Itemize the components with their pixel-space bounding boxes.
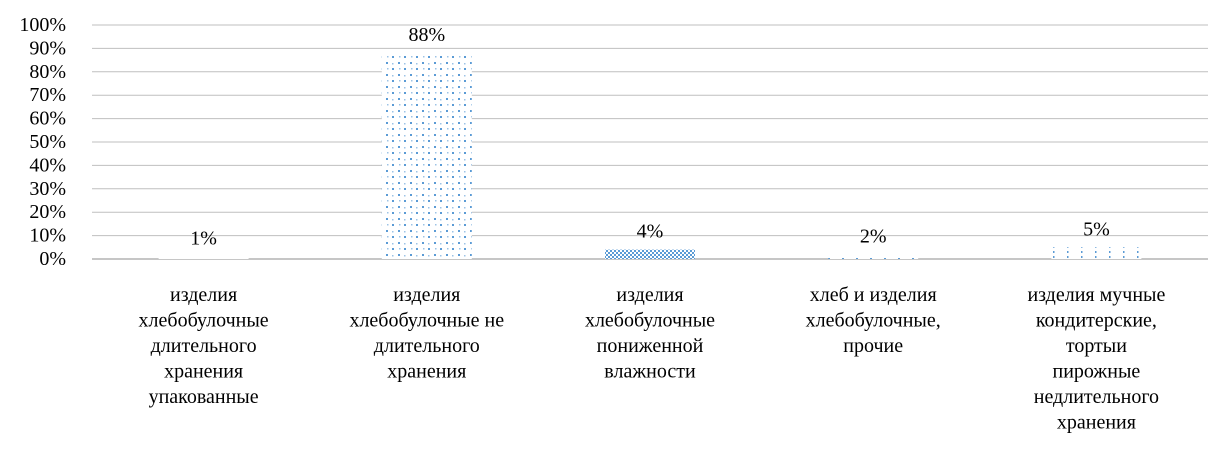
category-label: изделия хлебобулочные длительного хранения у… bbox=[139, 284, 269, 408]
y-tick-label: 20% bbox=[29, 201, 66, 223]
y-tick-label: 60% bbox=[29, 108, 66, 130]
y-tick-label: 10% bbox=[29, 225, 66, 247]
category-label: изделия хлебобулочные не длительного хранен… bbox=[349, 284, 504, 383]
bar bbox=[605, 249, 695, 259]
y-tick-label: 100% bbox=[19, 14, 66, 36]
category-label: изделия хлебобулочные пониженной влажности bbox=[585, 284, 715, 383]
data-label: 4% bbox=[637, 221, 664, 243]
bar bbox=[1051, 247, 1142, 259]
category-label: хлеб и изделия хлебобулочные, прочие bbox=[806, 284, 941, 357]
bar bbox=[381, 53, 472, 259]
y-tick-label: 70% bbox=[29, 84, 66, 106]
data-label: 2% bbox=[860, 225, 887, 247]
y-tick-label: 80% bbox=[29, 61, 66, 83]
y-tick-label: 30% bbox=[29, 178, 66, 200]
data-label: 5% bbox=[1083, 218, 1110, 240]
category-label: изделия мучные кондитерские, тортыи пирожны… bbox=[1027, 284, 1165, 434]
data-label: 88% bbox=[408, 24, 445, 46]
y-tick-label: 0% bbox=[39, 248, 66, 270]
y-tick-label: 40% bbox=[29, 154, 66, 176]
y-tick-label: 90% bbox=[29, 37, 66, 59]
data-label: 1% bbox=[190, 228, 217, 250]
y-tick-label: 50% bbox=[29, 131, 66, 153]
bar bbox=[828, 254, 919, 259]
bar bbox=[158, 256, 249, 259]
